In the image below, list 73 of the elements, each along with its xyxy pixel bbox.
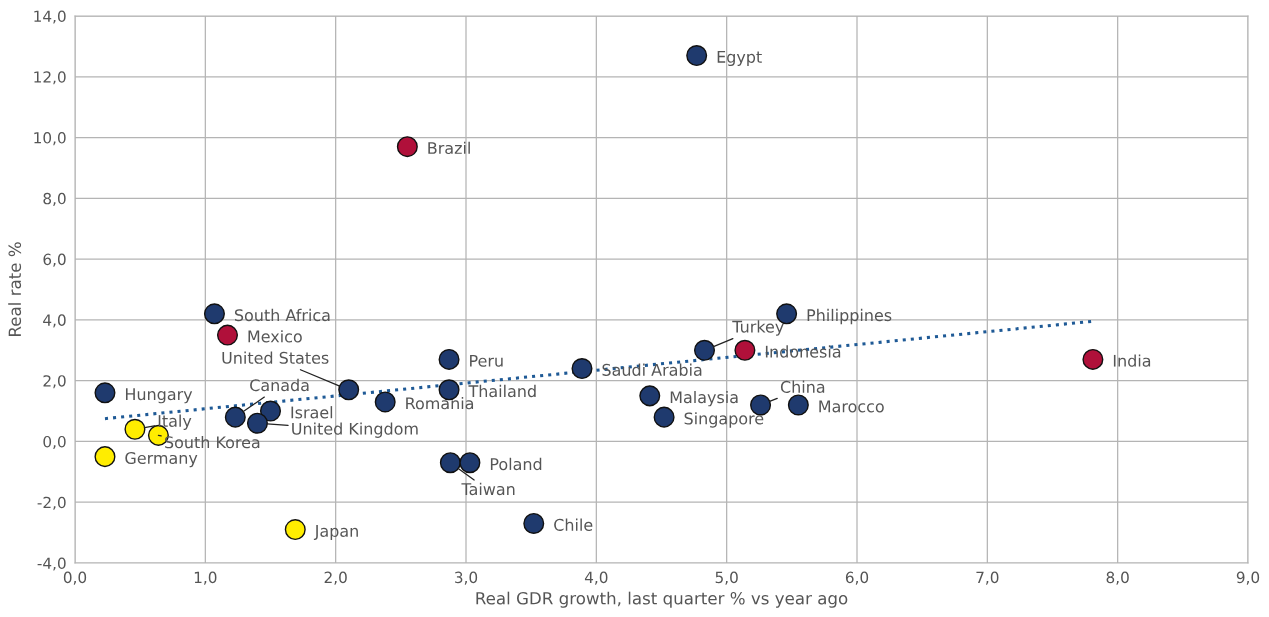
point <box>259 400 282 422</box>
annotation: Mexico <box>248 330 302 343</box>
y-axis-title: Real rate % <box>8 242 22 336</box>
annotation: Saudi Arabia <box>602 363 702 376</box>
point <box>639 385 661 407</box>
y-tick-label: 8,0 <box>43 192 66 206</box>
point <box>693 339 716 361</box>
x-tick-label: 6,0 <box>845 571 869 585</box>
annotation: South Africa <box>234 308 330 322</box>
annotation: Peru <box>470 354 503 367</box>
annotation: Poland <box>490 457 542 471</box>
point <box>124 418 146 440</box>
y-tick-label: 12,0 <box>34 71 66 85</box>
point <box>1082 348 1104 370</box>
y-tick-label: 14,0 <box>34 10 66 24</box>
x-tick-label: 3,0 <box>455 571 478 585</box>
point <box>787 394 809 416</box>
annotation: Japan <box>313 525 358 541</box>
point <box>284 519 306 541</box>
annotation: Taiwan <box>461 482 515 496</box>
annotation: Chile <box>554 518 593 531</box>
annotation: Egypt <box>717 51 762 67</box>
point <box>459 452 481 474</box>
annotation: South Korea <box>165 435 260 449</box>
y-tick-label: 6,0 <box>43 253 66 267</box>
point <box>439 452 461 474</box>
point <box>216 324 239 346</box>
y-tick-label: -2,0 <box>37 496 66 510</box>
point <box>523 512 545 535</box>
y-tick-label: 0,0 <box>43 435 66 450</box>
point <box>653 406 675 428</box>
x-axis-title: Real GDR growth, last quarter % vs year ago <box>476 591 848 608</box>
point <box>224 406 246 428</box>
annotation: Marocco <box>819 400 884 413</box>
point <box>94 382 116 404</box>
point <box>94 446 116 468</box>
point <box>338 379 360 401</box>
x-tick-label: 8,0 <box>1106 571 1129 585</box>
annotation: Italy <box>158 414 192 431</box>
annotation: Canada <box>250 378 309 392</box>
y-tick-label: 2,0 <box>43 375 66 389</box>
y-tick-label: 4,0 <box>43 314 66 328</box>
point <box>203 303 225 325</box>
x-tick-label: 5,0 <box>715 571 738 585</box>
annotation: Germany <box>125 451 198 468</box>
point <box>396 136 418 158</box>
annotation: United Kingdom <box>292 422 418 438</box>
point <box>571 357 593 380</box>
point <box>246 412 268 434</box>
x-tick-label: 7,0 <box>976 571 999 585</box>
annotation: Romania <box>406 396 474 410</box>
point <box>734 339 756 361</box>
x-tick-label: 2,0 <box>324 571 347 585</box>
point <box>374 391 396 413</box>
y-tick-label: 10,0 <box>34 132 66 146</box>
x-tick-label: 0,0 <box>63 571 87 585</box>
annotation: Hungary <box>125 388 193 404</box>
point <box>438 348 460 370</box>
x-tick-label: 1,0 <box>194 571 217 585</box>
annotation: Turkey <box>732 320 784 336</box>
y-tick-label: -4,0 <box>37 557 66 571</box>
annotation: Philippines <box>807 308 892 325</box>
annotation: Malaysia <box>670 390 738 407</box>
annotation: Thailand <box>468 384 536 398</box>
x-tick-label: 9,0 <box>1236 571 1260 585</box>
annotation: Brazil <box>428 141 470 155</box>
point <box>686 44 708 67</box>
annotation: India <box>1113 354 1151 367</box>
annotation: China <box>780 380 825 393</box>
annotation: Singapore <box>684 412 764 428</box>
x-tick-label: 4,0 <box>584 571 608 585</box>
annotation: United States <box>222 351 329 364</box>
annotation: Israel <box>291 406 333 419</box>
